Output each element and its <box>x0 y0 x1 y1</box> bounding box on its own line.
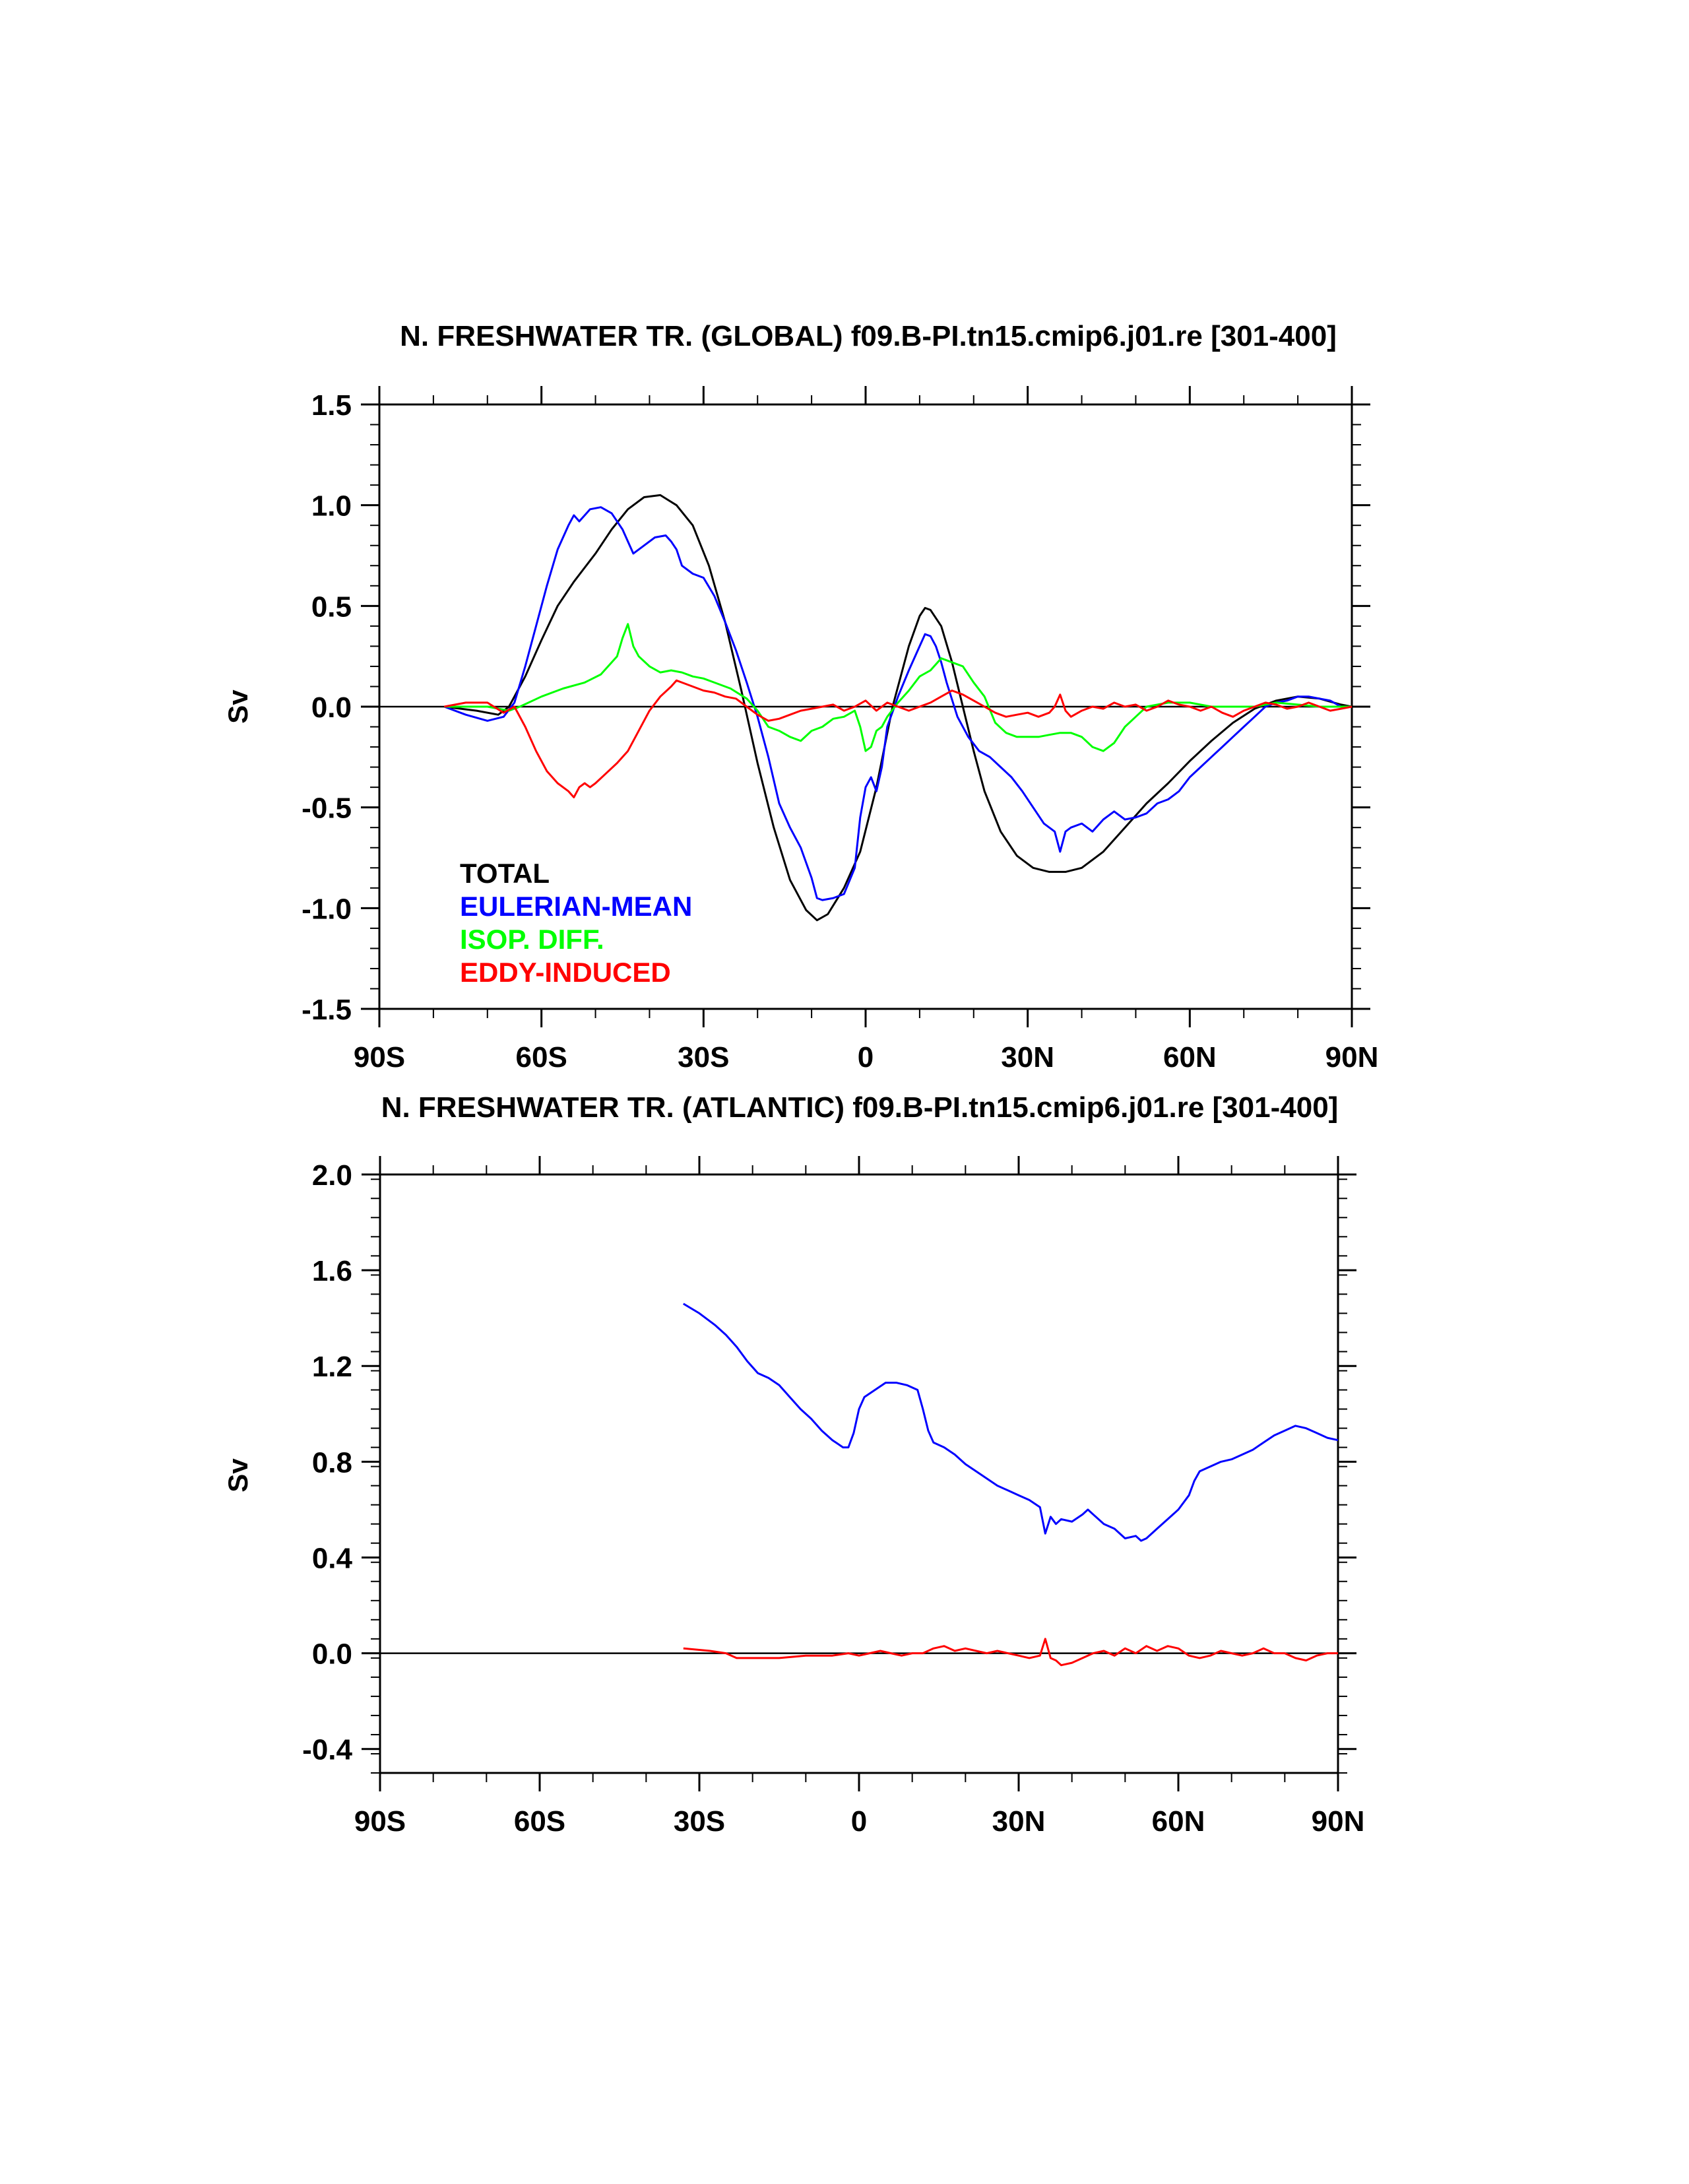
global-x-tick-label: 60N <box>1163 1041 1217 1074</box>
global-y-tick-label: -1.5 <box>302 994 352 1026</box>
atlantic-series-2-line <box>683 1638 1338 1667</box>
global-eulerian-mean-line <box>443 506 1352 901</box>
atlantic-x-tick-label: 90S <box>354 1805 406 1838</box>
global-x-tick-label: 90N <box>1325 1041 1379 1074</box>
global-y-tick-label: 0.5 <box>311 591 352 623</box>
atlantic-x-tick-label: 0 <box>851 1805 867 1838</box>
atlantic-x-tick-label: 90N <box>1312 1805 1365 1838</box>
global-legend-isop-diff: ISOP. DIFF. <box>460 924 604 955</box>
global-y-tick-label: 1.0 <box>311 490 352 523</box>
global-legend-total: TOTAL <box>460 858 550 889</box>
global-transport-chart: N. FRESHWATER TR. (GLOBAL) f09.B-PI.tn15… <box>222 320 1378 1074</box>
global-axis-ticks <box>361 386 1370 1027</box>
atlantic-y-tick-label: 1.2 <box>312 1351 352 1383</box>
global-chart-title: N. FRESHWATER TR. (GLOBAL) f09.B-PI.tn15… <box>400 320 1337 352</box>
global-plot-area <box>361 386 1370 1027</box>
atlantic-series-1-line <box>683 1302 1339 1542</box>
global-y-tick-label: 1.5 <box>311 389 352 422</box>
atlantic-transport-chart: N. FRESHWATER TR. (ATLANTIC) f09.B-PI.tn… <box>222 1091 1364 1838</box>
atlantic-plot-area <box>362 1156 1356 1791</box>
atlantic-chart-title: N. FRESHWATER TR. (ATLANTIC) f09.B-PI.tn… <box>381 1091 1339 1124</box>
global-legend-eddy-induced: EDDY-INDUCED <box>460 957 671 988</box>
global-x-tick-label: 90S <box>354 1041 405 1074</box>
atlantic-y-tick-label: 0.8 <box>312 1446 352 1479</box>
atlantic-y-tick-label: 1.6 <box>312 1255 352 1287</box>
global-x-tick-label: 30N <box>1001 1041 1054 1074</box>
global-series-lines <box>443 494 1353 922</box>
atlantic-x-tick-label: 30N <box>992 1805 1046 1838</box>
atlantic-y-tick-label: -0.4 <box>302 1734 352 1766</box>
global-isop-diff-line <box>444 623 1352 752</box>
global-legend-eulerian-mean: EULERIAN-MEAN <box>460 891 692 922</box>
global-y-tick-label: -1.0 <box>302 893 352 925</box>
atlantic-y-tick-label: 2.0 <box>312 1159 352 1192</box>
atlantic-x-tick-label: 60S <box>514 1805 565 1838</box>
atlantic-x-tick-label: 30S <box>674 1805 725 1838</box>
global-y-tick-label: 0.0 <box>311 691 352 724</box>
global-eddy-induced-line <box>444 679 1353 798</box>
global-total-line <box>444 494 1353 922</box>
global-tick-labels: 90S 60S 30S 0 30N 60N 90N -1.5 -1.0 -0.5 0.0 0.5 1.0… <box>302 389 1378 1074</box>
global-x-tick-label: 60S <box>516 1041 567 1074</box>
atlantic-tick-labels: 90S 60S 30S 0 30N 60N 90N -0.4 0.0 0.4 0.8 1.2 1.6 2.… <box>302 1159 1364 1838</box>
global-y-tick-label: -0.5 <box>302 792 352 825</box>
global-x-tick-label: 30S <box>678 1041 729 1074</box>
atlantic-y-tick-label: 0.0 <box>312 1638 352 1671</box>
global-x-tick-label: 0 <box>858 1041 874 1074</box>
atlantic-x-tick-label: 60N <box>1152 1805 1205 1838</box>
atlantic-y-axis-label: Sv <box>222 1458 253 1493</box>
atlantic-series-lines <box>683 1302 1339 1667</box>
atlantic-axis-ticks <box>362 1156 1356 1791</box>
atlantic-y-tick-label: 0.4 <box>312 1542 353 1574</box>
global-y-axis-label: Sv <box>222 690 253 724</box>
